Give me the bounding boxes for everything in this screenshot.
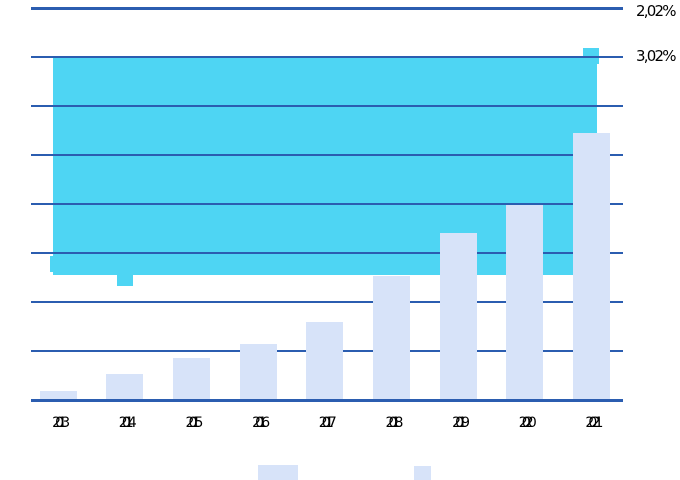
bar bbox=[439, 232, 477, 400]
x-axis-label: 2018 bbox=[385, 415, 403, 431]
area-series bbox=[53, 56, 597, 276]
gridline bbox=[31, 300, 623, 304]
x-axis-label: 2013 bbox=[52, 415, 70, 431]
gridline bbox=[31, 153, 623, 157]
gridline bbox=[31, 251, 623, 255]
x-axis-label: 2017 bbox=[318, 415, 337, 431]
gridline bbox=[31, 6, 623, 10]
bar bbox=[173, 357, 211, 400]
y-axis-label: 3,02% bbox=[636, 47, 676, 65]
bar bbox=[106, 374, 144, 400]
x-axis-label: 2019 bbox=[452, 415, 470, 431]
legend-swatch[interactable] bbox=[414, 466, 431, 480]
x-axis-line bbox=[31, 398, 623, 402]
gridline bbox=[31, 202, 623, 206]
y-axis-label: 2,02% bbox=[636, 2, 676, 20]
gridline bbox=[31, 55, 623, 59]
bar bbox=[239, 344, 277, 400]
bar bbox=[39, 391, 77, 400]
area-marker bbox=[50, 255, 67, 272]
x-axis-label: 2014 bbox=[118, 415, 137, 431]
x-axis-label: 2020 bbox=[518, 415, 537, 431]
area-marker bbox=[116, 269, 133, 286]
bar bbox=[306, 322, 344, 400]
bar bbox=[572, 132, 610, 400]
x-axis-label: 2015 bbox=[185, 415, 203, 431]
bar bbox=[373, 276, 410, 400]
bar bbox=[506, 204, 544, 400]
x-axis-label: 2016 bbox=[252, 415, 270, 431]
x-axis-label: 2021 bbox=[585, 415, 603, 431]
legend-swatch[interactable] bbox=[258, 465, 298, 480]
gridline bbox=[31, 104, 623, 108]
